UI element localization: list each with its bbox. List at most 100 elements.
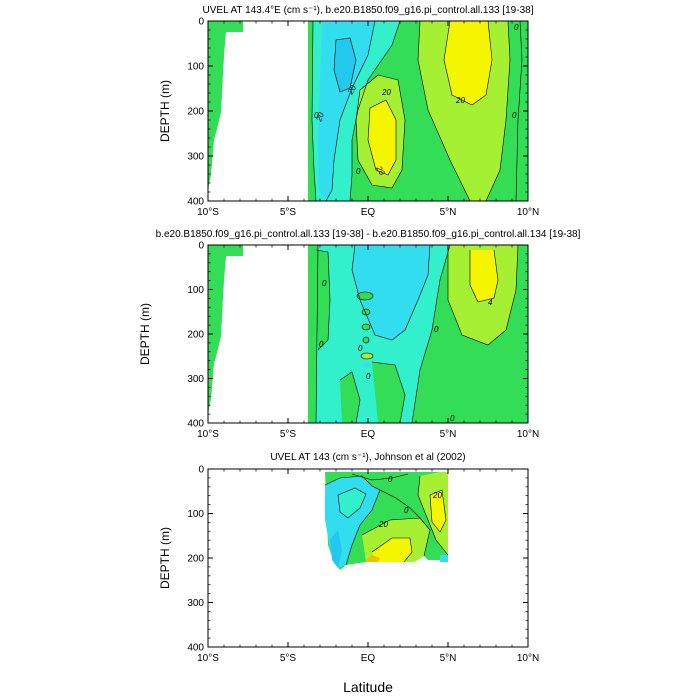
panel-1-contour-labels: 20 20 20 20 20 0 0 0 0 — [314, 23, 519, 177]
y-tick-label: 100 — [187, 285, 204, 296]
panel-3-yellow-euc — [372, 538, 412, 562]
y-tick-label: 200 — [187, 554, 204, 565]
panel-2-blob — [361, 353, 373, 359]
panel-3-ylabel: DEPTH (m) — [158, 527, 172, 589]
panel-2-cyan-region — [352, 245, 430, 340]
panel-3: UVEL AT 143 (cm s⁻¹), Johnson et al (200… — [158, 452, 539, 695]
panel-3-title: UVEL AT 143 (cm s⁻¹), Johnson et al (200… — [270, 452, 465, 463]
panel-3-cyan-patch — [440, 555, 448, 562]
x-tick-label: 10°S — [197, 429, 219, 440]
panel-2-contour-line — [371, 361, 406, 423]
panel-3-contour-label: 20 — [378, 520, 388, 529]
y-tick-label: 300 — [187, 152, 204, 163]
x-tick-label: EQ — [361, 429, 376, 440]
panel-2-green-column — [316, 250, 330, 350]
panel-1-contour-line — [311, 21, 317, 201]
x-tick-label: 10°S — [197, 653, 219, 664]
panel-3-contour-line — [429, 489, 447, 533]
y-tick-label: 0 — [198, 17, 204, 28]
panel-1-contour-line — [515, 21, 523, 201]
panel-3-contour-label: 20 — [432, 491, 442, 500]
panel-2-contour-label: 0 — [450, 414, 455, 423]
panel-1-deep-cyan-core — [334, 38, 356, 92]
panel-2: b.e20.B1850.f09_g16.pi_control.all.133 [… — [138, 229, 581, 440]
y-tick-label: 200 — [187, 107, 204, 118]
panel-2-contours — [208, 245, 528, 423]
panel-1-contour-line — [485, 21, 511, 201]
panel-3-yellow-north — [430, 490, 446, 532]
panel-2-green-lower-right — [372, 362, 405, 423]
panel-3-contours — [324, 472, 449, 570]
x-tick-label: 10°N — [517, 207, 539, 218]
panel-1: UVEL AT 143.4°E (cm s⁻¹), b.e20.B1850.f0… — [158, 5, 539, 218]
panel-1-contour-label: 20 — [381, 88, 391, 97]
panel-3-contour-labels: 0 20 20 0 — [378, 475, 442, 529]
panel-2-axes: 10°S 5°S EQ 5°N 10°N 0 100 200 300 400 — [187, 241, 539, 441]
panel-2-contour-labels: 0 0 0 0 0 4 0 — [319, 279, 493, 423]
panel-3-contour-line — [417, 475, 449, 556]
panel-1-title: UVEL AT 143.4°E (cm s⁻¹), b.e20.B1850.f0… — [203, 5, 534, 16]
x-tick-label: 5°S — [280, 207, 297, 218]
x-tick-label: 5°N — [440, 429, 457, 440]
y-tick-label: 400 — [187, 419, 204, 430]
panel-2-contour-label: 0 — [434, 325, 439, 334]
x-tick-label: EQ — [361, 653, 376, 664]
panel-1-contour-line — [325, 21, 376, 201]
panel-1-contour-label: 20 — [314, 111, 326, 124]
panel-2-contour-line — [360, 352, 374, 360]
panel-1-yellow-north — [444, 21, 492, 105]
panel-1-cyan-region — [318, 21, 375, 201]
y-tick-label: 400 — [187, 197, 204, 208]
panel-2-blob — [363, 337, 369, 343]
x-tick-label: EQ — [361, 207, 376, 218]
x-tick-label: 5°N — [440, 207, 457, 218]
panel-2-west-strip — [208, 245, 243, 414]
x-tick-label: 5°S — [280, 429, 297, 440]
panel-3-orange-core — [366, 555, 380, 562]
panel-1-contour-line — [443, 21, 493, 106]
y-tick-label: 100 — [187, 62, 204, 73]
y-tick-label: 0 — [198, 465, 204, 476]
y-tick-label: 300 — [187, 598, 204, 609]
panel-2-blob — [362, 324, 370, 330]
panel-1-contour-label: 0 — [356, 167, 361, 176]
panel-2-contour-line — [351, 245, 431, 341]
panel-2-contour-line — [362, 336, 370, 344]
panel-2-contour-line — [339, 371, 361, 423]
x-tick-label: 5°N — [440, 653, 457, 664]
panel-2-green-lower — [340, 372, 360, 423]
panel-1-contour-line — [349, 21, 401, 201]
x-tick-label: 10°S — [197, 207, 219, 218]
panel-1-contour-label: 0 — [512, 111, 517, 120]
panel-2-contour-line — [361, 323, 371, 331]
panel-3-xlabel: Latitude — [343, 679, 393, 695]
panel-3-contour-line — [337, 487, 367, 519]
panel-2-contour-label: 0 — [358, 344, 363, 353]
panel-3-aqua-region — [338, 488, 366, 518]
y-tick-label: 300 — [187, 374, 204, 385]
panel-1-contour-label: 0 — [514, 23, 519, 32]
panel-2-contour-label: 0 — [322, 279, 327, 288]
panel-1-contour-line — [417, 21, 471, 201]
panel-2-title: b.e20.B1850.f09_g16.pi_control.all.133 [… — [156, 229, 581, 240]
panel-2-contour-line — [315, 249, 331, 351]
x-tick-label: 5°S — [280, 653, 297, 664]
y-tick-label: 400 — [187, 643, 204, 654]
panel-2-contour-label: 0 — [319, 340, 324, 349]
y-tick-label: 100 — [187, 509, 204, 520]
panel-1-contour-label: 0 — [314, 111, 319, 120]
x-tick-label: 10°N — [517, 429, 539, 440]
panel-2-contour-line — [469, 249, 499, 303]
y-tick-label: 200 — [187, 330, 204, 341]
panel-3-contour-label: 0 — [388, 475, 393, 484]
panel-3-contour-line — [351, 473, 409, 481]
panel-2-contour-line — [411, 245, 451, 423]
y-tick-label: 0 — [198, 241, 204, 252]
panel-2-contour-line — [447, 245, 519, 346]
panel-1-ylabel: DEPTH (m) — [158, 80, 172, 142]
panel-1-west-strip — [208, 21, 243, 190]
panel-3-contour-label: 0 — [404, 506, 409, 515]
